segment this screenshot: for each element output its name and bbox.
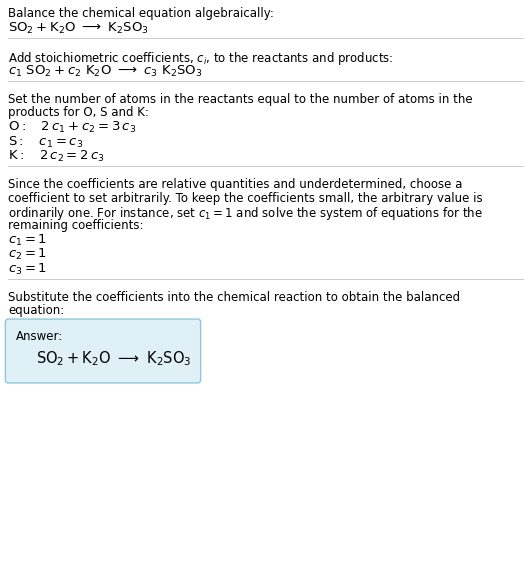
Text: remaining coefficients:: remaining coefficients: — [8, 219, 143, 232]
Text: Substitute the coefficients into the chemical reaction to obtain the balanced: Substitute the coefficients into the che… — [8, 291, 460, 304]
Text: equation:: equation: — [8, 305, 64, 318]
Text: $\mathrm{K:\quad 2\,}c_2 = 2\,c_3$: $\mathrm{K:\quad 2\,}c_2 = 2\,c_3$ — [8, 149, 105, 164]
Text: products for O, S and K:: products for O, S and K: — [8, 106, 149, 120]
Text: $c_2 = 1$: $c_2 = 1$ — [8, 247, 47, 262]
Text: $\mathrm{SO_2 + K_2O\ \longrightarrow\ K_2SO_3}$: $\mathrm{SO_2 + K_2O\ \longrightarrow\ K… — [36, 349, 191, 367]
Text: $\mathrm{SO_2 + K_2O\ \longrightarrow\ K_2SO_3}$: $\mathrm{SO_2 + K_2O\ \longrightarrow\ K… — [8, 21, 149, 36]
Text: $c_3 = 1$: $c_3 = 1$ — [8, 261, 47, 276]
Text: $\mathrm{O:\quad 2\,}c_1 + c_2 = 3\,c_3$: $\mathrm{O:\quad 2\,}c_1 + c_2 = 3\,c_3$ — [8, 120, 136, 135]
Text: Since the coefficients are relative quantities and underdetermined, choose a: Since the coefficients are relative quan… — [8, 178, 462, 191]
Text: coefficient to set arbitrarily. To keep the coefficients small, the arbitrary va: coefficient to set arbitrarily. To keep … — [8, 192, 482, 205]
Text: Add stoichiometric coefficients, $c_i$, to the reactants and products:: Add stoichiometric coefficients, $c_i$, … — [8, 50, 394, 67]
Text: $\mathrm{S:\quad }c_1 = c_3$: $\mathrm{S:\quad }c_1 = c_3$ — [8, 134, 83, 150]
Text: Answer:: Answer: — [16, 330, 63, 343]
FancyBboxPatch shape — [5, 319, 200, 383]
Text: Balance the chemical equation algebraically:: Balance the chemical equation algebraica… — [8, 7, 274, 20]
Text: $c_1\ \mathrm{SO_2} + c_2\ \mathrm{K_2O}\ \longrightarrow\ c_3\ \mathrm{K_2SO_3}: $c_1\ \mathrm{SO_2} + c_2\ \mathrm{K_2O}… — [8, 63, 203, 79]
Text: ordinarily one. For instance, set $c_1 = 1$ and solve the system of equations fo: ordinarily one. For instance, set $c_1 =… — [8, 205, 483, 222]
Text: $c_1 = 1$: $c_1 = 1$ — [8, 232, 47, 248]
Text: Set the number of atoms in the reactants equal to the number of atoms in the: Set the number of atoms in the reactants… — [8, 93, 472, 106]
